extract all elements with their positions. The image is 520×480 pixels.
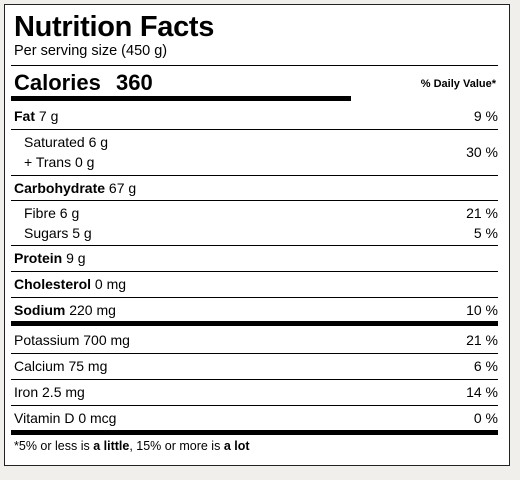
saturated-amount: 6 g xyxy=(88,134,109,150)
cholesterol-row: Cholesterol 0 mg xyxy=(14,276,126,292)
sugars-row: Sugars 5 g xyxy=(24,225,92,241)
cholesterol-name: Cholesterol xyxy=(14,276,92,292)
trans-amount: 0 g xyxy=(74,154,95,170)
calcium-row: Calcium 75 mg xyxy=(14,358,107,374)
sodium-dv: 10 % xyxy=(466,302,498,318)
fat-dv: 9 % xyxy=(473,108,498,124)
fibre-amount: 6 g xyxy=(59,205,80,221)
calories-label: Calories xyxy=(14,70,101,95)
sodium-name: Sodium xyxy=(14,302,66,318)
divider xyxy=(11,175,498,176)
fat-row: Fat 7 g xyxy=(14,108,58,124)
calories-thick-rule xyxy=(11,96,351,101)
saturated-name: Saturated xyxy=(24,134,85,150)
calories-value: 360 xyxy=(116,70,153,95)
vitamin-d-row: Vitamin D 0 mcg xyxy=(14,410,116,426)
iron-name: Iron xyxy=(14,384,39,400)
protein-name: Protein xyxy=(14,250,63,266)
nutrition-facts-label: Nutrition Facts Per serving size (450 g)… xyxy=(4,4,510,466)
carbohydrate-name: Carbohydrate xyxy=(14,180,106,196)
divider xyxy=(11,200,498,201)
fat-name: Fat xyxy=(14,108,35,124)
sugars-dv: 5 % xyxy=(473,225,498,241)
cholesterol-amount: 0 mg xyxy=(94,276,127,292)
potassium-amount: 700 mg xyxy=(83,332,130,348)
carbohydrate-row: Carbohydrate 67 g xyxy=(14,180,136,196)
divider xyxy=(11,65,498,66)
footnote-lot: a lot xyxy=(223,439,250,453)
footnote-text: *5% or less is xyxy=(14,439,94,453)
footnote: *5% or less is a little, 15% or more is … xyxy=(14,439,250,453)
divider xyxy=(11,405,498,406)
vitamin-d-name: Vitamin D xyxy=(14,410,75,426)
fat-amount: 7 g xyxy=(38,108,59,124)
thick-rule xyxy=(11,321,498,326)
calcium-amount: 75 mg xyxy=(68,358,108,374)
label-title: Nutrition Facts xyxy=(14,11,215,43)
iron-row: Iron 2.5 mg xyxy=(14,384,85,400)
serving-size: Per serving size (450 g) xyxy=(14,43,168,59)
divider xyxy=(11,297,498,298)
divider xyxy=(11,353,498,354)
protein-row: Protein 9 g xyxy=(14,250,86,266)
sugars-amount: 5 g xyxy=(72,225,92,241)
iron-dv: 14 % xyxy=(466,384,498,400)
footnote-text: , 15% or more is xyxy=(129,439,224,453)
saturated-trans-dv: 30 % xyxy=(466,144,498,160)
calcium-name: Calcium xyxy=(14,358,65,374)
vitamin-d-dv: 0 % xyxy=(473,410,498,426)
fibre-row: Fibre 6 g xyxy=(24,205,79,221)
daily-value-header: % Daily Value* xyxy=(420,78,496,90)
trans-row: + Trans 0 g xyxy=(24,154,94,170)
potassium-dv: 21 % xyxy=(466,332,498,348)
calcium-dv: 6 % xyxy=(473,358,498,374)
trans-name: + Trans xyxy=(24,154,72,170)
vitamin-d-amount: 0 mcg xyxy=(78,410,117,426)
footnote-little: a little xyxy=(93,439,130,453)
sugars-name: Sugars xyxy=(24,225,69,241)
potassium-name: Potassium xyxy=(14,332,80,348)
divider xyxy=(11,245,498,246)
carbohydrate-amount: 67 g xyxy=(108,180,137,196)
divider xyxy=(11,379,498,380)
fibre-dv: 21 % xyxy=(466,205,498,221)
saturated-row: Saturated 6 g xyxy=(24,134,108,150)
divider xyxy=(11,271,498,272)
potassium-row: Potassium 700 mg xyxy=(14,332,130,348)
protein-amount: 9 g xyxy=(66,250,86,266)
thick-rule xyxy=(11,430,498,435)
sodium-row: Sodium 220 mg xyxy=(14,302,116,318)
iron-amount: 2.5 mg xyxy=(42,384,85,400)
fibre-name: Fibre xyxy=(24,205,56,221)
divider xyxy=(11,129,498,130)
sodium-amount: 220 mg xyxy=(69,302,116,318)
